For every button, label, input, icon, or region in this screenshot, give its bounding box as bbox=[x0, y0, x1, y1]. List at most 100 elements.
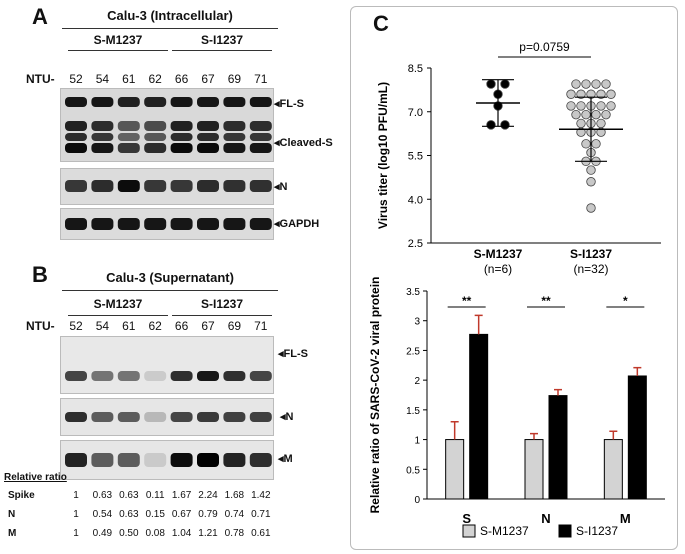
panel-a-group-underline bbox=[172, 50, 272, 51]
lane-label: 52 bbox=[69, 319, 83, 333]
y-tick-label: 1 bbox=[414, 436, 420, 447]
ratio-value: 1.04 bbox=[171, 528, 192, 539]
blot-band bbox=[223, 371, 246, 381]
lane-label: 61 bbox=[122, 72, 136, 86]
pvalue-label: p=0.0759 bbox=[519, 40, 570, 54]
x-category-label: S-I1237 bbox=[570, 247, 612, 261]
blot-band bbox=[117, 371, 140, 381]
blot-band bbox=[65, 97, 87, 107]
panel-a-title-underline bbox=[62, 28, 278, 29]
data-point bbox=[581, 79, 591, 89]
lane-label: 67 bbox=[201, 72, 215, 86]
data-point bbox=[596, 118, 606, 129]
blot-band bbox=[65, 121, 87, 131]
legend-label: S-I1237 bbox=[576, 524, 618, 538]
blot-band bbox=[170, 412, 193, 422]
lane-label: 54 bbox=[95, 72, 110, 86]
lane-label: 61 bbox=[122, 319, 136, 333]
blot-a-spike bbox=[60, 88, 274, 162]
panel-c-letter: C bbox=[373, 11, 389, 36]
blot-band bbox=[144, 412, 167, 422]
bar bbox=[548, 395, 568, 500]
blot-band bbox=[249, 97, 272, 107]
panel-a-group-m1237: S-M1237 bbox=[93, 33, 143, 47]
data-point bbox=[576, 89, 586, 99]
blot-band bbox=[249, 133, 272, 141]
blot-band bbox=[144, 97, 167, 107]
blot-band bbox=[249, 218, 272, 230]
blot-band bbox=[170, 143, 193, 153]
ratio-value: 0.63 bbox=[119, 509, 139, 520]
ratio-value: 0.11 bbox=[145, 490, 165, 501]
blot-band bbox=[65, 143, 87, 153]
virus-titer-scatter-chart: 2.5 4.0 5.5 7.0 8.5 Virus titer (log10 PFU/mL… bbox=[376, 40, 661, 276]
data-point bbox=[566, 101, 576, 111]
lane-label: 54 bbox=[95, 319, 110, 333]
bar bbox=[603, 439, 623, 500]
blot-band bbox=[91, 412, 114, 422]
blot-band bbox=[91, 143, 114, 153]
blot-band bbox=[197, 121, 219, 131]
blot-band bbox=[223, 143, 246, 153]
ratio-value: 0.61 bbox=[251, 528, 271, 539]
blot-band bbox=[144, 121, 167, 131]
data-point bbox=[581, 139, 591, 149]
blot-band bbox=[144, 133, 167, 141]
blot-band bbox=[144, 218, 167, 230]
band-label-cleaved-s: ◂Cleaved-S bbox=[274, 137, 333, 149]
panel-b-title: Calu-3 (Supernatant) bbox=[106, 270, 234, 285]
y-tick-label: 3.5 bbox=[406, 287, 420, 298]
blot-band bbox=[170, 218, 193, 230]
blot-band bbox=[223, 412, 246, 422]
ratio-value: 0.79 bbox=[198, 509, 218, 520]
y-axis-label: Relative ratio of SARS-CoV-2 viral prote… bbox=[368, 277, 382, 513]
data-point bbox=[596, 89, 606, 99]
blot-band bbox=[249, 180, 272, 192]
ratio-value: 0.49 bbox=[92, 528, 113, 539]
blot-band bbox=[117, 180, 140, 192]
blot-band bbox=[223, 180, 246, 192]
ratio-row-label: N bbox=[8, 509, 16, 520]
lane-label: 62 bbox=[148, 319, 162, 333]
data-point bbox=[586, 203, 596, 213]
blot-band bbox=[117, 453, 140, 467]
bar bbox=[524, 439, 544, 500]
blot-band bbox=[249, 412, 272, 422]
ratio-value: 1.21 bbox=[198, 528, 218, 539]
blot-band bbox=[117, 218, 140, 230]
blot-band bbox=[117, 412, 140, 422]
blot-band bbox=[91, 218, 114, 230]
data-point bbox=[596, 101, 606, 111]
y-tick-label: 7.0 bbox=[408, 107, 423, 119]
panel-a-group-i1237: S-I1237 bbox=[200, 33, 244, 47]
data-point bbox=[486, 120, 496, 130]
bar bbox=[627, 375, 647, 500]
blot-band bbox=[249, 121, 272, 131]
band-label-n-b: ◂N bbox=[280, 411, 294, 423]
relative-ratio-heading: Relative ratio bbox=[4, 472, 67, 483]
lane-label: 52 bbox=[69, 72, 83, 86]
data-point bbox=[586, 177, 596, 187]
data-point bbox=[500, 120, 510, 130]
blot-band bbox=[117, 143, 140, 153]
blot-band bbox=[197, 180, 219, 192]
band-label-fl-s-a: ◂FL-S bbox=[274, 98, 304, 110]
blot-band bbox=[197, 218, 219, 230]
blot-band bbox=[170, 97, 193, 107]
blot-band bbox=[170, 121, 193, 131]
ratio-value: 1 bbox=[73, 490, 79, 501]
bar bbox=[445, 439, 465, 500]
legend-swatch bbox=[558, 524, 572, 538]
panel-a-title: Calu-3 (Intracellular) bbox=[107, 8, 233, 23]
blot-band bbox=[65, 218, 87, 230]
blot-b-n bbox=[60, 398, 274, 436]
ratio-value: 0.15 bbox=[145, 509, 165, 520]
blot-band bbox=[144, 453, 167, 467]
blot-band bbox=[91, 453, 114, 467]
y-axis-label: Virus titer (log10 PFU/mL) bbox=[376, 82, 390, 229]
blot-band bbox=[197, 133, 219, 141]
blot-band bbox=[91, 121, 114, 131]
lane-label: 67 bbox=[201, 319, 215, 333]
panel-a-ntu-label: NTU- bbox=[26, 72, 55, 86]
blot-band bbox=[91, 97, 114, 107]
